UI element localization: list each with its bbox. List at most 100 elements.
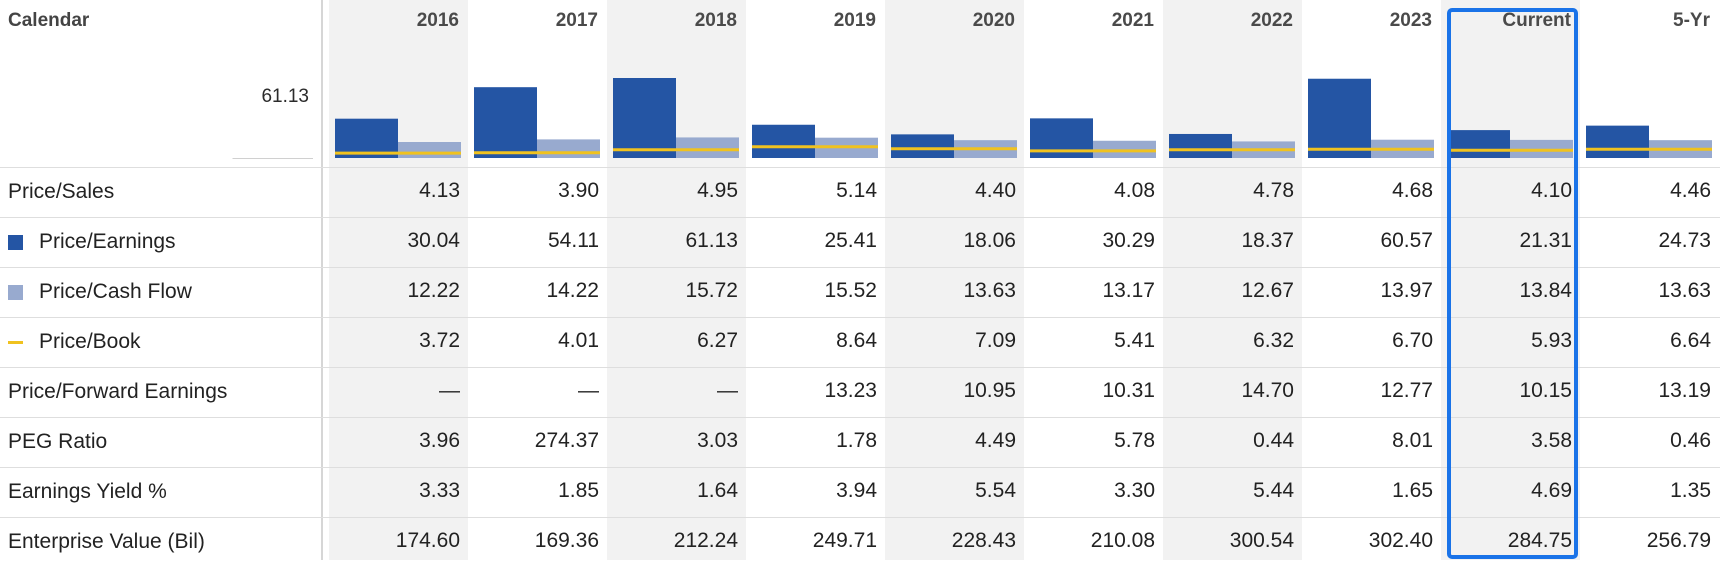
table-cell: 4.46 bbox=[1580, 179, 1711, 203]
table-cell: 18.37 bbox=[1163, 229, 1294, 253]
table-cell: 210.08 bbox=[1024, 529, 1155, 553]
table-cell: 302.40 bbox=[1302, 529, 1433, 553]
table-cell: 4.40 bbox=[885, 179, 1016, 203]
table-cell: 24.73 bbox=[1580, 229, 1711, 253]
table-cell: 4.69 bbox=[1441, 479, 1572, 503]
bar-price-earnings-2020 bbox=[891, 134, 954, 158]
table-cell: 3.58 bbox=[1441, 429, 1572, 453]
table-cell: 5.14 bbox=[746, 179, 877, 203]
table-cell: 10.95 bbox=[885, 379, 1016, 403]
table-cell: 4.95 bbox=[607, 179, 738, 203]
table-cell: 3.96 bbox=[329, 429, 460, 453]
row-label: Price/Earnings bbox=[8, 217, 176, 267]
row-label-text: Price/Book bbox=[39, 330, 141, 354]
row-label: Price/Forward Earnings bbox=[8, 367, 227, 417]
table-cell: 5.78 bbox=[1024, 429, 1155, 453]
bar-price-earnings-2019 bbox=[752, 125, 815, 158]
table-cell: 274.37 bbox=[468, 429, 599, 453]
bar-price-earnings-2022 bbox=[1169, 134, 1232, 158]
table-cell: 6.70 bbox=[1302, 329, 1433, 353]
table-cell: 7.09 bbox=[885, 329, 1016, 353]
row-divider bbox=[0, 267, 1720, 268]
table-cell: 4.01 bbox=[468, 329, 599, 353]
bar-price-earnings-2018 bbox=[613, 78, 676, 158]
table-cell: 54.11 bbox=[468, 229, 599, 253]
table-cell: 3.94 bbox=[746, 479, 877, 503]
table-cell: 25.41 bbox=[746, 229, 877, 253]
row-divider bbox=[0, 517, 1720, 518]
legend-line-icon bbox=[8, 341, 23, 344]
table-cell: 0.46 bbox=[1580, 429, 1711, 453]
table-cell: 6.27 bbox=[607, 329, 738, 353]
table-cell: 10.15 bbox=[1441, 379, 1572, 403]
table-cell: 256.79 bbox=[1580, 529, 1711, 553]
table-cell: — bbox=[329, 379, 460, 403]
table-cell: 21.31 bbox=[1441, 229, 1572, 253]
table-cell: 3.03 bbox=[607, 429, 738, 453]
row-label: Price/Book bbox=[8, 317, 141, 367]
table-cell: 61.13 bbox=[607, 229, 738, 253]
bar-price-cash-flow-2016 bbox=[398, 142, 461, 158]
row-label: Earnings Yield % bbox=[8, 467, 167, 517]
table-cell: 4.13 bbox=[329, 179, 460, 203]
bar-price-cash-flow-2017 bbox=[537, 139, 600, 158]
row-divider bbox=[0, 367, 1720, 368]
table-cell: 14.70 bbox=[1163, 379, 1294, 403]
row-label: Price/Cash Flow bbox=[8, 267, 192, 317]
row-label-text: Enterprise Value (Bil) bbox=[8, 530, 205, 554]
valuation-chart bbox=[0, 0, 1720, 170]
row-label-text: Price/Cash Flow bbox=[39, 280, 192, 304]
table-cell: 6.32 bbox=[1163, 329, 1294, 353]
table-cell: 4.10 bbox=[1441, 179, 1572, 203]
bar-price-earnings-5-yr bbox=[1586, 126, 1649, 158]
table-cell: 15.52 bbox=[746, 279, 877, 303]
table-cell: 3.30 bbox=[1024, 479, 1155, 503]
bar-price-earnings-2017 bbox=[474, 87, 537, 158]
row-divider bbox=[0, 417, 1720, 418]
table-cell: 13.97 bbox=[1302, 279, 1433, 303]
table-cell: 4.68 bbox=[1302, 179, 1433, 203]
table-cell: 228.43 bbox=[885, 529, 1016, 553]
table-cell: 1.85 bbox=[468, 479, 599, 503]
table-cell: 5.44 bbox=[1163, 479, 1294, 503]
table-cell: 169.36 bbox=[468, 529, 599, 553]
table-cell: 1.65 bbox=[1302, 479, 1433, 503]
table-cell: 212.24 bbox=[607, 529, 738, 553]
table-cell: 13.63 bbox=[885, 279, 1016, 303]
row-label-text: Price/Sales bbox=[8, 180, 114, 204]
row-label-text: Earnings Yield % bbox=[8, 480, 167, 504]
table-cell: 8.64 bbox=[746, 329, 877, 353]
bar-price-cash-flow-2018 bbox=[676, 137, 739, 158]
table-cell: 174.60 bbox=[329, 529, 460, 553]
table-cell: 13.17 bbox=[1024, 279, 1155, 303]
table-cell: 30.04 bbox=[329, 229, 460, 253]
table-cell: 12.22 bbox=[329, 279, 460, 303]
table-cell: 60.57 bbox=[1302, 229, 1433, 253]
table-cell: — bbox=[468, 379, 599, 403]
table-cell: 3.33 bbox=[329, 479, 460, 503]
table-cell: 249.71 bbox=[746, 529, 877, 553]
table-cell: 12.77 bbox=[1302, 379, 1433, 403]
table-cell: 13.19 bbox=[1580, 379, 1711, 403]
table-cell: 5.54 bbox=[885, 479, 1016, 503]
table-cell: 15.72 bbox=[607, 279, 738, 303]
table-cell: 13.63 bbox=[1580, 279, 1711, 303]
legend-square-icon bbox=[8, 235, 23, 250]
row-divider bbox=[0, 317, 1720, 318]
table-cell: 1.35 bbox=[1580, 479, 1711, 503]
table-cell: 1.78 bbox=[746, 429, 877, 453]
table-cell: 4.78 bbox=[1163, 179, 1294, 203]
table-cell: 1.64 bbox=[607, 479, 738, 503]
bar-price-earnings-2023 bbox=[1308, 79, 1371, 158]
table-cell: 5.93 bbox=[1441, 329, 1572, 353]
table-cell: 8.01 bbox=[1302, 429, 1433, 453]
row-label: PEG Ratio bbox=[8, 417, 107, 467]
row-label-text: Price/Forward Earnings bbox=[8, 380, 227, 404]
table-cell: 14.22 bbox=[468, 279, 599, 303]
legend-square-icon bbox=[8, 285, 23, 300]
table-cell: 300.54 bbox=[1163, 529, 1294, 553]
row-label: Price/Sales bbox=[8, 167, 114, 217]
row-divider bbox=[0, 217, 1720, 218]
table-cell: 284.75 bbox=[1441, 529, 1572, 553]
bar-price-earnings-current bbox=[1447, 130, 1510, 158]
